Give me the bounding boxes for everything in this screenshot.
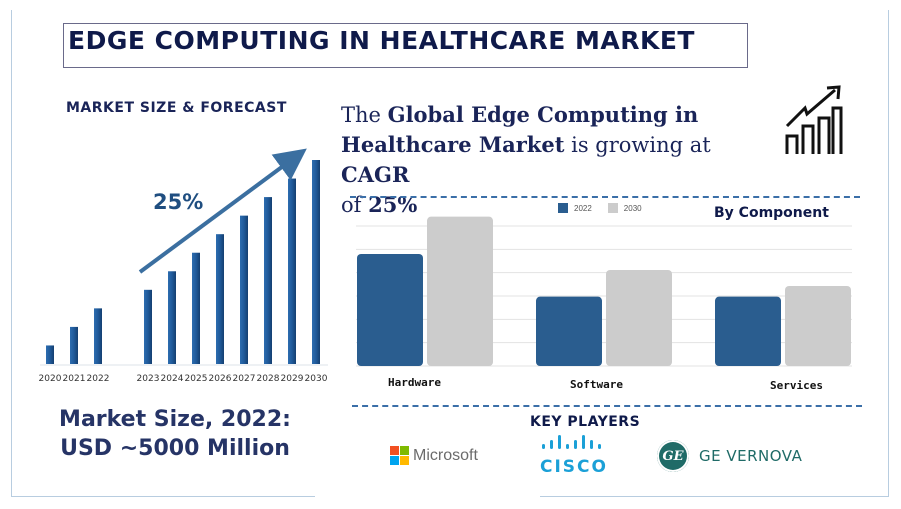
bar-software-2030 [606, 270, 672, 366]
growth-bar-2025 [192, 252, 200, 364]
growth-tick-label: 2029 [281, 374, 304, 384]
ge-vernova-name: GE VERNOVA [699, 447, 803, 465]
cagr-headline: The Global Edge Computing in Healthcare … [341, 100, 781, 220]
ge-vernova-logo: GE GE VERNOVA [657, 440, 802, 472]
growth-bar-chart: 2020 2021 2022 2023 2024 2025 2026 2027 2028 2029… [39, 148, 328, 384]
cisco-logo: CISCO [534, 434, 614, 477]
headline-market-name: Global Edge Computing in Healthcare Mark… [341, 102, 699, 157]
growth-tick-label: 2026 [209, 374, 232, 384]
growth-bar-2023 [144, 289, 152, 364]
headline-text: of [341, 193, 369, 217]
growth-bar-2024 [168, 271, 176, 364]
component-bar-chart [356, 216, 852, 367]
growth-bar-2022 [94, 308, 102, 364]
section-divider [350, 196, 860, 198]
cisco-logo-icon [542, 435, 601, 449]
frame-border-left [11, 10, 12, 497]
title-box: EDGE COMPUTING IN HEALTHCARE MARKET [63, 23, 748, 68]
category-label-software: Software [570, 378, 623, 391]
section-divider [352, 405, 862, 407]
legend-swatch [607, 203, 618, 213]
cisco-name: CISCO [540, 457, 608, 477]
growth-tick-label: 2023 [137, 374, 160, 384]
by-component-title: By Component [714, 205, 829, 221]
ge-logo-icon: GE [657, 440, 689, 472]
legend-label: 2022 [574, 203, 592, 213]
microsoft-logo-icon [390, 446, 409, 465]
bar-services-2022 [715, 296, 781, 366]
growth-bar-2021 [70, 326, 78, 364]
growth-tick-label: 2022 [87, 374, 110, 384]
growth-arrow-icon [138, 148, 307, 274]
bar-hardware-2022 [357, 254, 423, 366]
growth-tick-label: 2024 [161, 374, 184, 384]
chart-legend: 2022 2030 [558, 203, 658, 213]
headline-text: is growing at [564, 133, 711, 157]
bar-hardware-2030 [427, 216, 493, 366]
legend-swatch [558, 203, 568, 213]
headline-text: The [341, 103, 388, 127]
market-size-forecast-label: MARKET SIZE & FORECAST [66, 100, 287, 116]
page-title: EDGE COMPUTING IN HEALTHCARE MARKET [68, 26, 695, 55]
market-size-text: Market Size, 2022: USD ~5000 Million [40, 405, 310, 463]
growth-tick-label: 2025 [185, 374, 208, 384]
microsoft-logo: Microsoft [390, 446, 478, 465]
growth-tick-label: 2020 [39, 374, 62, 384]
frame-border-bottom-right [540, 496, 889, 497]
growth-tick-label: 2030 [305, 374, 328, 384]
legend-item-2030: 2030 [607, 203, 642, 213]
bar-software-2022 [536, 296, 602, 366]
key-players-label: KEY PLAYERS [530, 414, 641, 430]
growth-bar-2020 [46, 345, 54, 364]
legend-label: 2030 [623, 203, 642, 213]
growth-bar-2030 [312, 160, 320, 364]
headline-cagr: CAGR [341, 162, 410, 187]
bar-services-2030 [785, 286, 851, 366]
category-label-hardware: Hardware [388, 376, 441, 389]
legend-item-2022: 2022 [558, 203, 592, 213]
growth-bar-2029 [288, 178, 296, 364]
growth-tick-label: 2021 [63, 374, 86, 384]
microsoft-name: Microsoft [413, 446, 478, 464]
growth-tick-label: 2028 [257, 374, 280, 384]
growth-bar-2027 [240, 215, 248, 364]
market-size-line-2: USD ~5000 Million [60, 436, 290, 461]
growth-bar-2026 [216, 234, 224, 364]
market-size-line-1: Market Size, 2022: [59, 407, 291, 432]
frame-border-right [888, 10, 889, 497]
growth-annotation: 25% [153, 190, 203, 214]
trend-chart-icon [785, 85, 843, 154]
category-label-services: Services [770, 379, 823, 392]
growth-tick-label: 2027 [233, 374, 256, 384]
frame-border-bottom-left [11, 496, 315, 497]
growth-bar-2028 [264, 197, 272, 364]
